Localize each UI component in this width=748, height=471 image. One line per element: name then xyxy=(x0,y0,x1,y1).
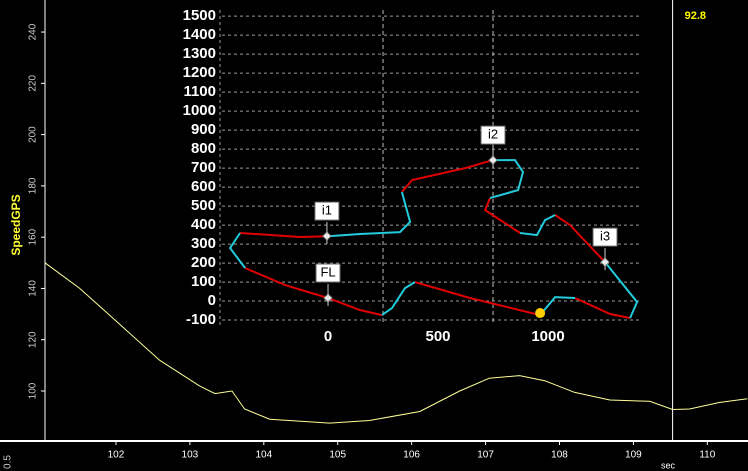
y-tick-label: 220 xyxy=(28,75,39,92)
y-tick-label: 400 xyxy=(191,216,216,233)
y-tick-label: 1400 xyxy=(183,26,216,43)
x-tick-label: 106 xyxy=(403,450,420,461)
y-tick-label: 1300 xyxy=(183,45,216,62)
y-tick-label: 100 xyxy=(28,382,39,399)
y-tick-label: 100 xyxy=(191,273,216,290)
x-tick-label: 104 xyxy=(255,450,272,461)
x-tick-label: 105 xyxy=(329,450,346,461)
y-tick-label: 700 xyxy=(191,159,216,176)
y-tick-label: 200 xyxy=(28,126,39,143)
x-tick-label: 107 xyxy=(477,450,494,461)
x-tick-label: 108 xyxy=(551,450,568,461)
lower-pane-tick: 0.5 xyxy=(3,455,14,469)
x-tick-label: 1000 xyxy=(531,328,564,345)
y-tick-label: 500 xyxy=(191,197,216,214)
y-tick-label: 1200 xyxy=(183,64,216,81)
y-axis-label: SpeedGPS xyxy=(9,194,23,255)
x-tick-label: 110 xyxy=(699,450,715,461)
marker-label-box xyxy=(592,227,618,247)
x-tick-label: 109 xyxy=(625,450,642,461)
data-line xyxy=(44,262,748,424)
y-tick-label: 120 xyxy=(28,331,39,348)
x-tick-label: 0 xyxy=(324,328,332,345)
y-tick-label: 1100 xyxy=(183,83,216,100)
marker-label: i3 xyxy=(600,229,610,244)
y-tick-label: 600 xyxy=(191,178,216,195)
y-tick-label: 900 xyxy=(191,121,216,138)
y-tick-label: 200 xyxy=(191,254,216,271)
car-position xyxy=(535,308,546,319)
data-line xyxy=(239,159,631,319)
marker-label-box xyxy=(480,125,506,145)
x-tick-label: 500 xyxy=(426,328,451,345)
marker-label-box xyxy=(315,263,341,283)
data-line xyxy=(228,159,639,319)
marker-label: FL xyxy=(320,264,335,279)
y-tick-label: 1500 xyxy=(183,7,216,24)
marker-label: i1 xyxy=(322,203,332,218)
y-tick-label: 160 xyxy=(28,228,39,245)
y-tick-label: 140 xyxy=(28,280,39,297)
x-axis-label: sec xyxy=(661,460,676,470)
cursor-value: 92.8 xyxy=(685,10,706,22)
x-tick-label: 103 xyxy=(182,450,199,461)
x-tick-label: 102 xyxy=(108,450,125,461)
y-tick-label: 800 xyxy=(191,140,216,157)
y-tick-label: 0 xyxy=(208,292,216,309)
y-tick-label: 180 xyxy=(28,177,39,194)
marker-label: i2 xyxy=(488,127,498,142)
marker-label-box xyxy=(314,201,340,221)
y-tick-label: 240 xyxy=(28,23,39,40)
y-tick-label: 1000 xyxy=(183,102,216,119)
y-tick-label: 300 xyxy=(191,235,216,252)
y-tick-label: -100 xyxy=(186,311,216,328)
